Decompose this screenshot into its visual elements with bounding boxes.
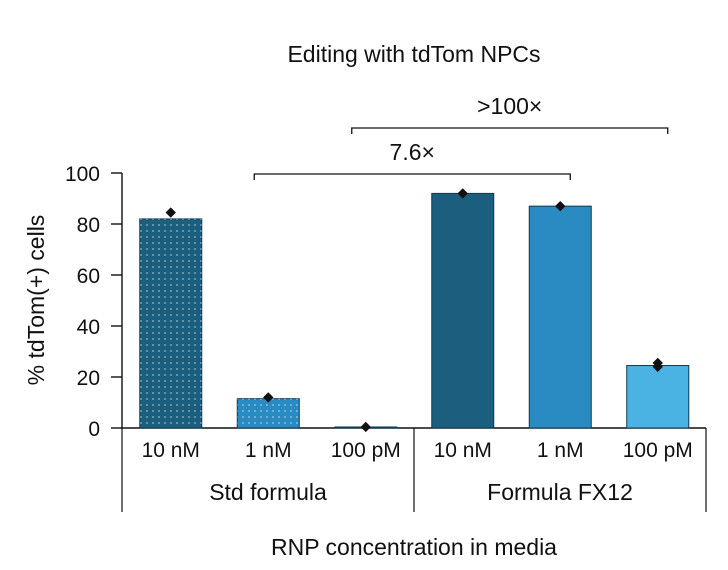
x-tick-label: 1 nM: [245, 439, 292, 462]
data-point: [165, 207, 176, 218]
bar-dot-pattern: [139, 218, 202, 428]
significance-label: >100×: [477, 93, 542, 119]
y-tick-label: 40: [77, 316, 100, 339]
x-tick-label: 100 pM: [623, 439, 693, 462]
data-point: [457, 188, 468, 199]
data-point: [263, 392, 274, 403]
data-point: [652, 357, 663, 369]
y-tick-label: 100: [65, 163, 100, 186]
bar: [528, 205, 592, 429]
bar-dot-pattern: [237, 398, 300, 428]
group-label: Std formula: [209, 479, 327, 505]
y-tick-label: 20: [77, 367, 100, 390]
data-point: [555, 200, 566, 212]
plot-area: 0 20 40 60 80 100 10 nM 1 nM 100 pM 10 nM 1 nM 100 …: [65, 93, 707, 512]
x-tick-label: 10 nM: [142, 439, 200, 462]
x-tick-label: 10 nM: [434, 439, 492, 462]
bar: [626, 365, 690, 429]
significance-bracket: [351, 127, 669, 134]
y-tick-label: 80: [77, 214, 100, 237]
y-axis-label: % tdTom(+) cells: [23, 215, 49, 386]
x-tick-label: 100 pM: [331, 439, 401, 462]
bar: [431, 192, 495, 429]
significance-bracket: [253, 173, 571, 180]
data-point: [360, 421, 371, 433]
y-tick-label: 60: [77, 265, 100, 288]
y-tick-label: 0: [88, 418, 100, 441]
x-axis-label: RNP concentration in media: [271, 534, 557, 560]
significance-label: 7.6×: [390, 139, 435, 165]
x-tick-label: 1 nM: [537, 439, 584, 462]
chart-title: Editing with tdTom NPCs: [287, 41, 540, 67]
group-label: Formula FX12: [487, 479, 633, 505]
